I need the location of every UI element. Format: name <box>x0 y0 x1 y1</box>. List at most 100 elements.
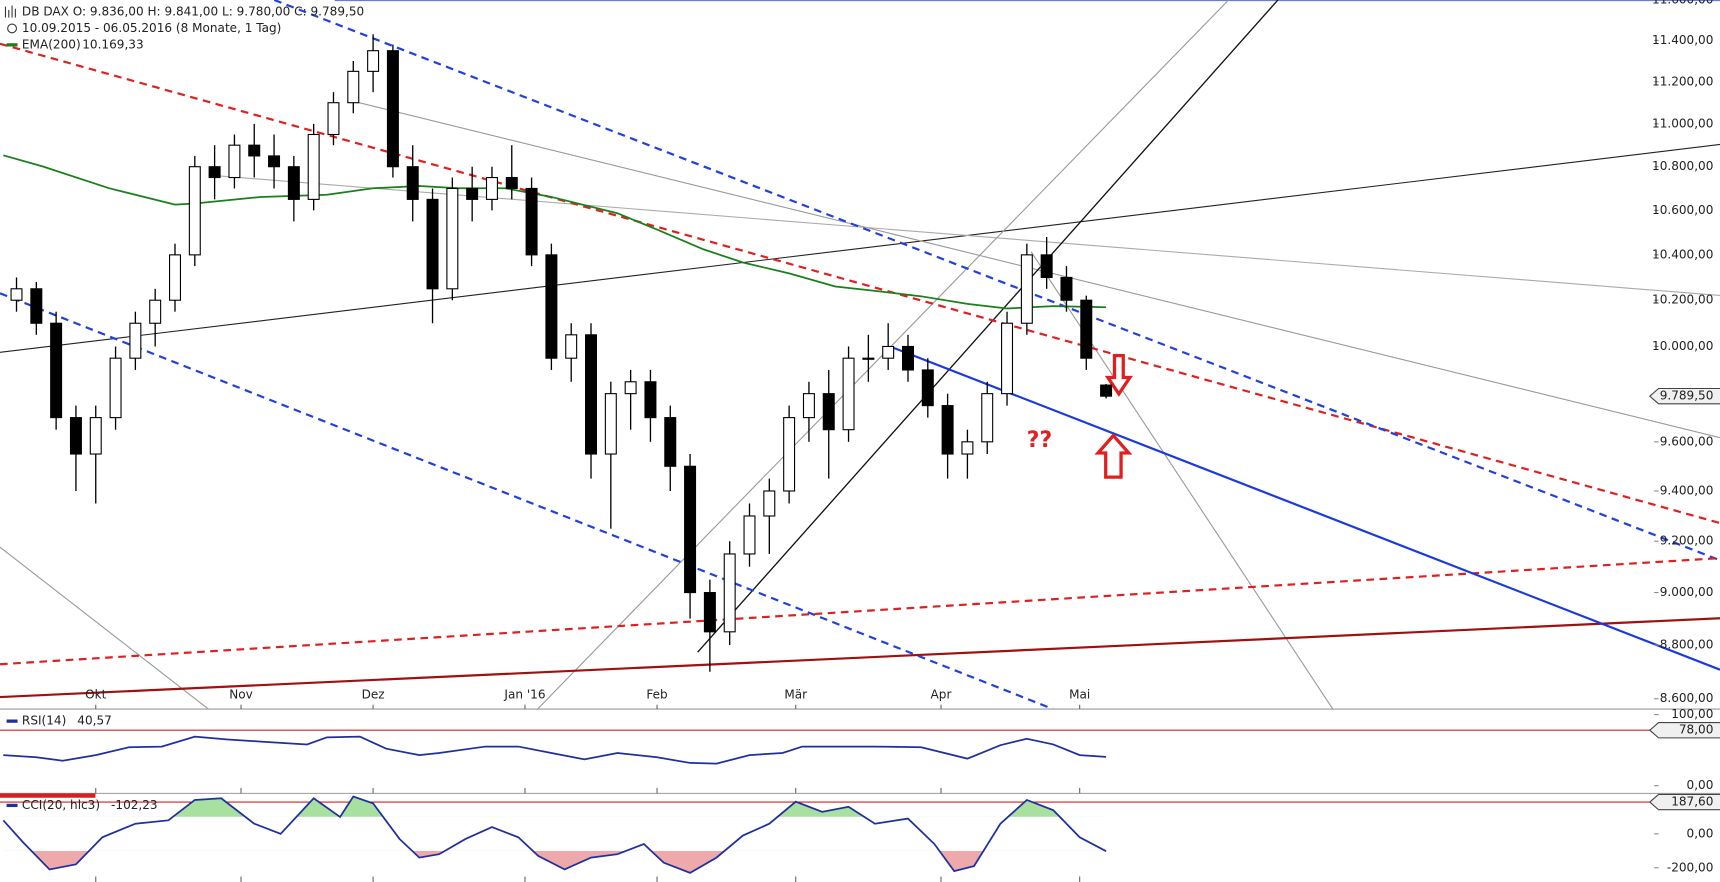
lower-band-fill <box>3 850 1107 873</box>
candle-body <box>347 70 360 104</box>
trend-line <box>0 143 1720 353</box>
candle-body <box>248 144 261 157</box>
candle-body <box>565 334 578 359</box>
candle-body <box>367 50 380 72</box>
candle-body <box>327 102 340 136</box>
candle-body <box>1020 254 1033 324</box>
candle-body <box>149 299 162 324</box>
candle-body <box>1060 276 1073 301</box>
series-line <box>2 795 1107 874</box>
candle-body <box>109 357 122 419</box>
candle-body <box>862 357 875 360</box>
candle-body <box>129 322 142 359</box>
trend-line <box>0 546 209 710</box>
cci-bar <box>0 793 96 798</box>
chart-icon <box>4 5 16 18</box>
candle-body <box>485 177 498 200</box>
x-tick-label: Feb <box>646 687 667 701</box>
legend-label: CCI(20, hlc3) <box>22 798 100 812</box>
trend-line <box>350 100 1720 439</box>
y-tick-label: 100,00 <box>1671 707 1713 721</box>
value-marker <box>1648 387 1720 405</box>
candle-body <box>69 417 82 455</box>
down-arrow <box>1104 354 1133 397</box>
legend-value: -102,23 <box>111 798 158 812</box>
legend-value: 40,57 <box>77 714 112 728</box>
candle-body <box>743 515 756 555</box>
candle-body <box>842 357 855 431</box>
candle-body <box>644 381 657 419</box>
candle-body <box>684 465 697 594</box>
candle-body <box>386 50 399 168</box>
candle-body <box>921 369 934 407</box>
value-marker-label: 9.789,50 <box>1660 389 1714 403</box>
candle-body <box>763 490 776 517</box>
x-tick-label: Mär <box>784 687 807 701</box>
candle-body <box>228 144 241 179</box>
candle-body <box>426 198 439 290</box>
clock-icon <box>7 23 18 34</box>
candle-body <box>287 166 300 200</box>
y-tick-label: 10.600,00 <box>1652 203 1713 217</box>
candle-body <box>1040 254 1053 278</box>
x-tick-label: Okt <box>85 687 106 701</box>
x-tick-label: Jan '16 <box>503 687 545 701</box>
candle-body <box>624 381 637 395</box>
x-tick-label: Mai <box>1069 687 1090 701</box>
y-tick-label: 9.200,00 <box>1660 534 1714 548</box>
trend-line <box>273 0 1720 562</box>
candle-body <box>208 166 221 179</box>
y-tick-label: 9.000,00 <box>1660 585 1714 599</box>
trend-line <box>0 42 1720 525</box>
y-tick-label: 10.200,00 <box>1652 293 1713 307</box>
candle-body <box>723 553 736 633</box>
x-tick-label: Apr <box>931 687 952 701</box>
candle-body <box>882 345 895 359</box>
candle-body <box>30 288 43 324</box>
y-tick-label: 11.000,00 <box>1652 116 1713 130</box>
candle-body <box>89 417 102 455</box>
value-marker-label: 78,00 <box>1679 723 1714 737</box>
candle-body <box>505 177 518 189</box>
series-line <box>3 735 1107 765</box>
candle-body <box>802 393 815 419</box>
x-tick-label: Nov <box>229 687 253 701</box>
candle-body <box>961 441 974 455</box>
value-marker-label: 187,60 <box>1671 795 1713 809</box>
y-tick-label: 0,00 <box>1687 778 1714 792</box>
y-tick-label: -200,00 <box>1667 860 1714 874</box>
candle-body <box>981 393 994 443</box>
y-tick-label: 10.400,00 <box>1652 247 1713 261</box>
value-marker <box>1648 793 1720 811</box>
trend-line <box>0 292 1054 710</box>
legend-label: EMA(200) <box>22 37 81 51</box>
trend-line <box>0 556 1720 666</box>
trend-line <box>208 174 1720 297</box>
candle-body <box>406 166 419 200</box>
candle-body <box>10 288 23 301</box>
candle-body <box>901 345 914 371</box>
candle-body <box>268 155 281 168</box>
value-marker <box>1648 722 1720 739</box>
y-tick-label: 10.800,00 <box>1652 159 1713 173</box>
y-tick-label: 11.400,00 <box>1652 33 1713 47</box>
candle-body <box>1100 384 1113 397</box>
candle-body <box>585 334 598 455</box>
y-tick-label: 11.600,00 <box>1652 0 1713 6</box>
candle-body <box>783 417 796 492</box>
x-tick-label: Dez <box>362 687 385 701</box>
symbol-line: DB DAX O: 9.836,00 H: 9.841,00 L: 9.780,… <box>22 5 364 19</box>
y-tick-label: 10.000,00 <box>1652 339 1713 353</box>
candle-body <box>50 322 63 419</box>
candle-body <box>1001 322 1014 395</box>
candle-body <box>446 187 459 290</box>
candle-body <box>941 405 954 455</box>
candle-body <box>545 254 558 359</box>
y-tick-label: 8.600,00 <box>1660 691 1714 705</box>
candle-body <box>604 393 617 455</box>
candle-body <box>703 592 716 633</box>
legend-label: RSI(14) <box>22 714 66 728</box>
